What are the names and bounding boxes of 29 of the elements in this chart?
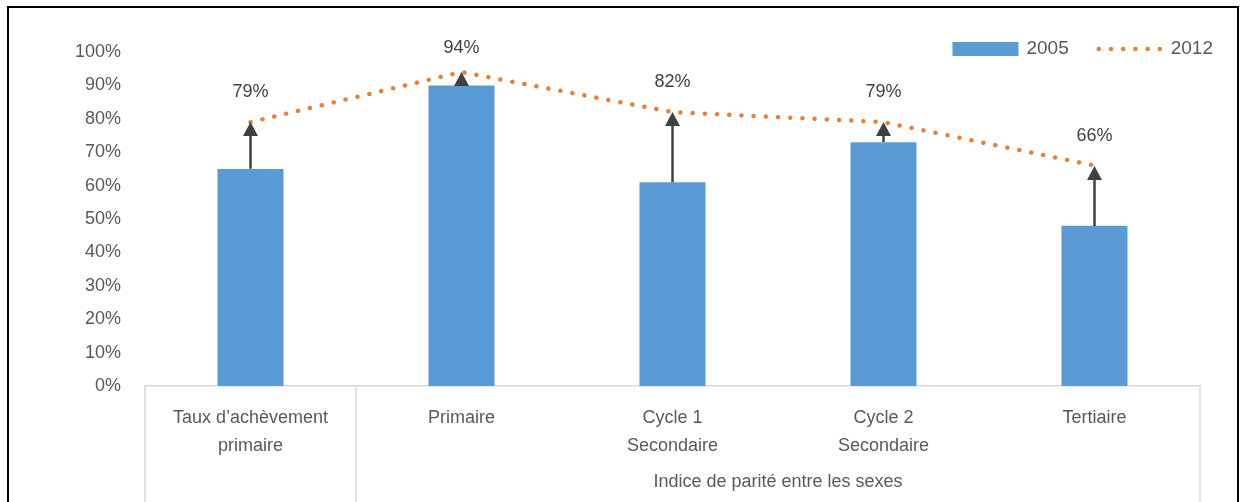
bar [1061, 225, 1128, 386]
data-label: 66% [1076, 124, 1113, 145]
y-tick-label: 0% [94, 374, 121, 395]
y-tick-label: 60% [84, 174, 121, 195]
x-tick-label: Cycle 1 Secondaire [626, 406, 719, 455]
x-tick-label: Taux d’achèvement primaire [172, 406, 329, 455]
legend-label: 2012 [1170, 37, 1214, 59]
data-label: 94% [443, 36, 480, 57]
y-tick-label: 10% [84, 341, 121, 362]
y-tick-label: 100% [74, 40, 121, 61]
x-tick-label: Tertiaire [1062, 406, 1127, 427]
y-tick-label: 70% [84, 141, 121, 162]
x-tick-label: Cycle 2 Secondaire [837, 406, 930, 455]
y-tick-label: 30% [84, 274, 121, 295]
bar [428, 85, 495, 386]
bar [217, 168, 284, 386]
bar [639, 182, 706, 386]
y-tick-label: 20% [84, 308, 121, 329]
y-tick-label: 80% [84, 107, 121, 128]
y-tick-label: 40% [84, 241, 121, 262]
legend-label: 2005 [1026, 37, 1069, 59]
data-label: 79% [232, 81, 269, 102]
data-label: 82% [654, 71, 691, 92]
text: Indice de parité entre les sexes [653, 470, 903, 491]
data-label: 79% [865, 81, 902, 102]
x-tick-label: Primaire [427, 406, 496, 427]
y-tick-label: 90% [84, 74, 121, 95]
y-tick-label: 50% [84, 207, 121, 228]
bar [850, 142, 917, 386]
